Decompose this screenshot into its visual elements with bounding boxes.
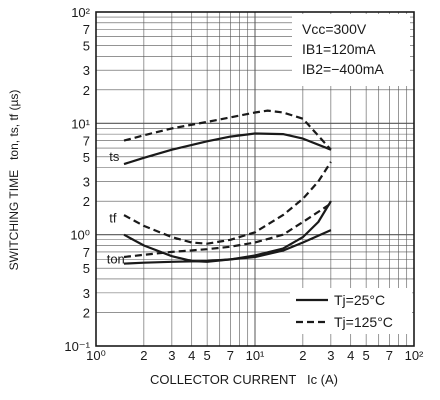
y-tick-label: 5 — [83, 39, 90, 54]
series-ts-25c — [123, 132, 332, 166]
x-tick-label: 3 — [327, 348, 334, 363]
series-ton-25c — [123, 229, 332, 265]
y-tick-label: 5 — [83, 150, 90, 165]
condition-text: IB1=120mA — [302, 41, 376, 57]
condition-text: Vcc=300V — [302, 21, 367, 37]
y-tick-label: 7 — [83, 134, 90, 149]
curve-label-tf: tf — [109, 210, 117, 225]
series-tf-125c — [123, 161, 332, 245]
x-tick-label: 4 — [347, 348, 354, 363]
legend-label: Tj=25°C — [334, 292, 385, 308]
x-tick-label: 5 — [363, 348, 370, 363]
x-tick-label: 5 — [204, 348, 211, 363]
curve-label-ts: ts — [109, 149, 120, 164]
y-tick-label: 10⁰ — [70, 228, 90, 243]
y-tick-label: 10¹ — [71, 116, 90, 131]
y-axis-label: SWITCHING TIME ton, ts, tf (µs) — [7, 90, 21, 271]
x-tick-label: 10² — [405, 348, 424, 363]
y-tick-label: 10⁻¹ — [64, 339, 90, 354]
y-tick-label: 3 — [83, 175, 90, 190]
x-tick-label: 2 — [299, 348, 306, 363]
condition-text: IB2=−400mA — [302, 61, 384, 77]
x-tick-label: 2 — [140, 348, 147, 363]
y-tick-label: 7 — [83, 245, 90, 260]
series-ton-125c — [123, 202, 332, 259]
x-tick-label: 10¹ — [246, 348, 265, 363]
y-tick-label: 3 — [83, 286, 90, 301]
y-tick-label: 2 — [83, 194, 90, 209]
x-tick-label: 4 — [188, 348, 195, 363]
y-tick-label: 2 — [83, 305, 90, 320]
y-tick-label: 2 — [83, 83, 90, 98]
legend-background — [290, 288, 412, 334]
y-tick-label: 10² — [71, 5, 90, 20]
conditions-background — [292, 14, 410, 86]
conditions-box: Vcc=300V IB1=120mA IB2=−400mA — [292, 14, 410, 86]
plot-frame — [95, 11, 415, 347]
x-tick-label: 7 — [227, 348, 234, 363]
x-tick-label: 3 — [168, 348, 175, 363]
y-tick-label: 7 — [83, 22, 90, 37]
x-tick-label: 7 — [386, 348, 393, 363]
legend: Tj=25°C Tj=125°C — [290, 288, 412, 334]
curve-label-ton: ton — [107, 251, 125, 266]
y-tick-label: 5 — [83, 261, 90, 276]
x-axis-label: COLLECTOR CURRENT Ic (A) — [150, 372, 338, 387]
curve-labels: ts tf ton — [107, 149, 125, 267]
x-tick-label: 10⁰ — [86, 348, 106, 363]
legend-label: Tj=125°C — [334, 314, 393, 330]
series-ts-125c — [123, 109, 332, 151]
y-tick-label: 3 — [83, 63, 90, 78]
series-layer — [123, 109, 332, 265]
tick-labels: 10⁰ 2 3 4 5 7 10¹ 2 3 4 5 7 10²10⁻¹235710⁰235710¹235… — [64, 5, 424, 363]
